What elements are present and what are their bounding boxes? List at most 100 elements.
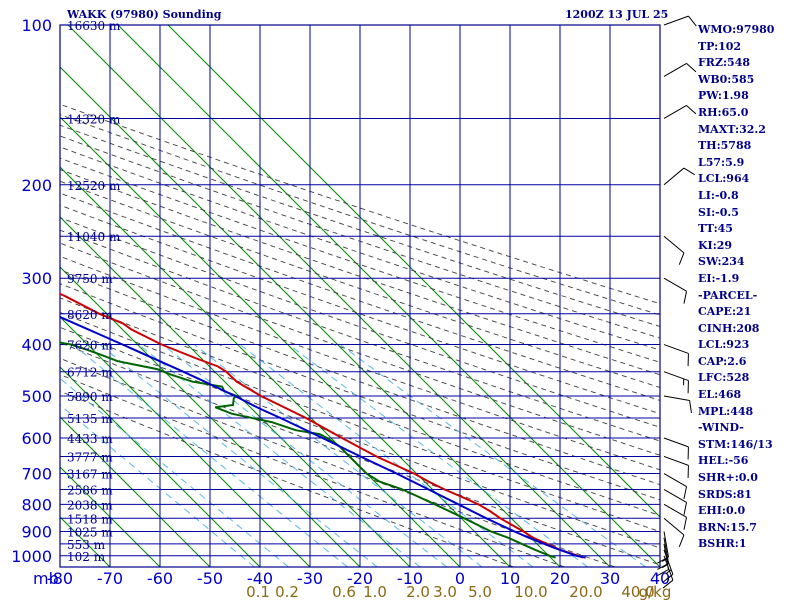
index-item: TH:5788 (698, 139, 752, 153)
wind-barb (663, 371, 689, 394)
temperature-line (60, 292, 584, 559)
isotherm-line (60, 66, 561, 567)
pressure-tick-label: 500 (21, 387, 52, 406)
isotherm-line (0, 25, 10, 567)
temperature-tick-label: 0 (455, 569, 465, 588)
height-label: 2586 m (67, 483, 113, 497)
wind-barb (657, 543, 670, 576)
wind-barb (663, 473, 688, 500)
dry-adiabat (60, 114, 660, 316)
mixing-ratio-line (72, 344, 348, 567)
temperature-tick-label: 40 (650, 569, 670, 588)
index-item: FRZ:548 (698, 56, 751, 70)
index-item: CAP:2.6 (698, 354, 747, 368)
height-label: 1025 m (67, 525, 113, 539)
dry-adiabat (60, 204, 660, 415)
height-label: 11040 m (67, 230, 121, 244)
wind-barb (663, 395, 692, 414)
pressure-tick-label: 600 (21, 429, 52, 448)
height-label: 2038 m (67, 498, 113, 512)
temperature-tick-label: 30 (600, 569, 620, 588)
wind-barb (663, 344, 689, 367)
mixing-ratio-label: 10.0 (514, 583, 547, 600)
dry-adiabat (60, 283, 660, 501)
height-label: 4433 m (67, 432, 113, 446)
mixing-ratio-line (340, 344, 647, 567)
temperature-tick-label: -40 (247, 569, 273, 588)
mixing-ratio-label: 5.0 (468, 583, 492, 600)
index-item: L57:5.9 (698, 155, 745, 169)
temperature-tick-label: 10 (500, 569, 520, 588)
index-item: EI:-1.9 (698, 271, 740, 285)
dry-adiabat (60, 229, 660, 442)
mixing-ratio-line (239, 344, 534, 567)
index-item: SI:-0.5 (698, 205, 739, 219)
wind-barb (663, 277, 688, 304)
wind-barb (663, 503, 688, 530)
isotherm-line (60, 266, 361, 567)
background-lines (0, 25, 660, 567)
height-label: 5135 m (67, 412, 113, 426)
index-item: TT:45 (698, 222, 733, 236)
index-item: SHR+:0.0 (698, 471, 758, 485)
wind-barb (657, 537, 670, 570)
temperature-tick-label: -70 (97, 569, 123, 588)
wind-barb (663, 437, 689, 460)
mixing-ratio-label: 0.2 (275, 583, 299, 600)
wind-barb (663, 167, 695, 186)
dry-adiabat (60, 311, 660, 533)
isotherm-line (67, 25, 611, 567)
grid-layer (0, 24, 661, 568)
mixing-ratio-label: 0.1 (246, 583, 270, 600)
index-item: WB0:585 (698, 72, 755, 86)
mixing-ratio-label: 40.0 (621, 583, 654, 600)
temperature-tick-label: -20 (347, 569, 373, 588)
temperature-tick-label: 20 (550, 569, 570, 588)
pressure-tick-label: 1000 (11, 547, 52, 566)
index-item: MAXT:32.2 (698, 122, 766, 136)
index-item: -PARCEL- (698, 288, 758, 302)
height-label: 1518 m (67, 512, 113, 526)
isotherm-line (117, 25, 660, 567)
wind-barb (663, 63, 697, 77)
dry-adiabat (60, 255, 660, 471)
wind-barb (663, 489, 688, 515)
dry-adiabat (60, 326, 660, 549)
plot-frame (59, 24, 661, 568)
height-label: 3777 m (67, 450, 113, 464)
dry-adiabat (60, 269, 660, 486)
index-item: STM:146/13 (698, 437, 773, 451)
mixing-ratio-label: 20.0 (569, 583, 602, 600)
dry-adiabat (60, 157, 660, 363)
index-item: RH:65.0 (698, 105, 749, 119)
mixing-ratio-line (162, 344, 448, 567)
index-item: MPL:448 (698, 404, 754, 418)
index-item: LCL:923 (698, 338, 750, 352)
isotherm-line (167, 25, 660, 518)
mixing-ratio-label: 3.0 (433, 583, 457, 600)
height-label: 553 m (67, 538, 106, 552)
dry-adiabat (60, 103, 660, 305)
dry-adiabat (60, 242, 660, 456)
index-item: TP:102 (698, 39, 742, 53)
dry-adiabat (60, 169, 660, 376)
indices-list: WMO:97980 TP:102 FRZ:548 WB0:585 PW:1.98 RH:6… (698, 22, 774, 553)
temperature-tick-label: -50 (197, 569, 223, 588)
mixing-ratio-label: 0.6 (332, 583, 356, 600)
series-layer (60, 292, 586, 559)
index-item: WMO:97980 (698, 23, 775, 36)
index-item: EHI:0.0 (698, 504, 746, 518)
dry-adiabat (60, 146, 660, 351)
height-label: 9750 m (67, 272, 113, 286)
dry-adiabat (60, 192, 660, 401)
isotherm-line (60, 366, 261, 567)
dry-adiabat (60, 297, 660, 517)
height-label: 7620 m (67, 339, 113, 353)
index-item: SRDS:81 (698, 487, 752, 501)
index-item: LFC:528 (698, 371, 750, 385)
index-item: LI:-0.8 (698, 188, 739, 202)
index-item: EL:468 (698, 388, 742, 402)
height-label: 14320 m (67, 112, 121, 126)
mixing-ratio-line (99, 344, 378, 567)
index-item: BSHR:1 (698, 537, 747, 551)
